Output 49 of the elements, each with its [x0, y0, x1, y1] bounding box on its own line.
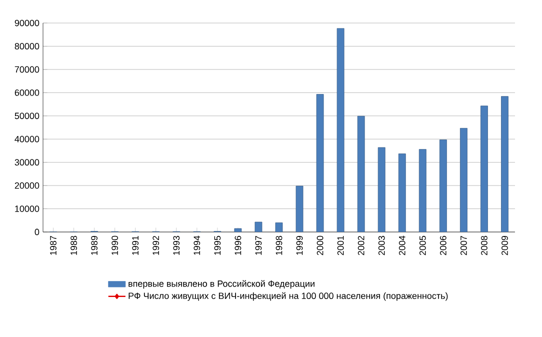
y-tick-label: 50000: [14, 112, 40, 120]
x-tick-label: 2007: [460, 236, 467, 256]
bar: [275, 222, 283, 232]
x-tick-label: 2006: [440, 236, 446, 256]
x-tick-label: 1992: [152, 236, 160, 255]
x-tick-label: 1995: [214, 236, 221, 255]
bar: [316, 94, 324, 232]
x-tick-label: 1987: [50, 236, 56, 255]
legend-label: РФ Число живущих с ВИЧ-инфекцией на 100 000 населения (пораженность): [128, 292, 448, 301]
x-tick-label: 1998: [276, 236, 282, 255]
bar: [480, 106, 488, 232]
x-tick-label: 2004: [398, 236, 406, 256]
y-tick-label: 30000: [14, 159, 40, 166]
bar: [418, 149, 426, 232]
x-tick-label: 1999: [296, 236, 303, 255]
bar: [357, 116, 365, 232]
x-tick-label: 1991: [132, 236, 139, 255]
x-tick-label: 2002: [358, 236, 364, 256]
bar: [378, 147, 386, 232]
bar: [439, 140, 447, 232]
x-tick-label: 1988: [70, 236, 77, 255]
x-tick-label: 2008: [481, 236, 488, 256]
y-tick-label: 0: [34, 228, 40, 236]
x-tick-label: 1990: [112, 236, 118, 255]
bar: [254, 222, 262, 232]
y-tick-label: 40000: [14, 136, 40, 142]
bar: [460, 128, 468, 232]
bar: [234, 228, 242, 232]
x-tick-label: 2009: [502, 236, 508, 256]
x-tick-label: 1994: [194, 236, 200, 255]
y-tick-label: 80000: [14, 43, 40, 50]
bar: [296, 186, 304, 232]
y-tick-label: 90000: [14, 20, 40, 26]
y-tick-label: 20000: [14, 182, 40, 189]
x-tick-label: 2003: [378, 236, 385, 256]
x-tick-label: 2000: [316, 236, 324, 256]
x-tick-label: 2001: [337, 236, 344, 256]
x-tick-label: 1997: [255, 236, 262, 255]
bar: [398, 154, 406, 232]
bar: [501, 96, 508, 232]
x-tick-label: 1996: [234, 236, 242, 255]
x-tick-label: 1993: [173, 236, 180, 255]
bar: [336, 28, 344, 232]
x-tick-label: 2005: [419, 236, 426, 256]
y-tick-label: 60000: [14, 89, 40, 96]
x-tick-label: 1989: [91, 236, 98, 255]
y-tick-label: 10000: [15, 206, 40, 212]
legend-label: впервые выявлено в Российской Федерации: [128, 280, 314, 289]
y-tick-label: 70000: [14, 66, 40, 73]
